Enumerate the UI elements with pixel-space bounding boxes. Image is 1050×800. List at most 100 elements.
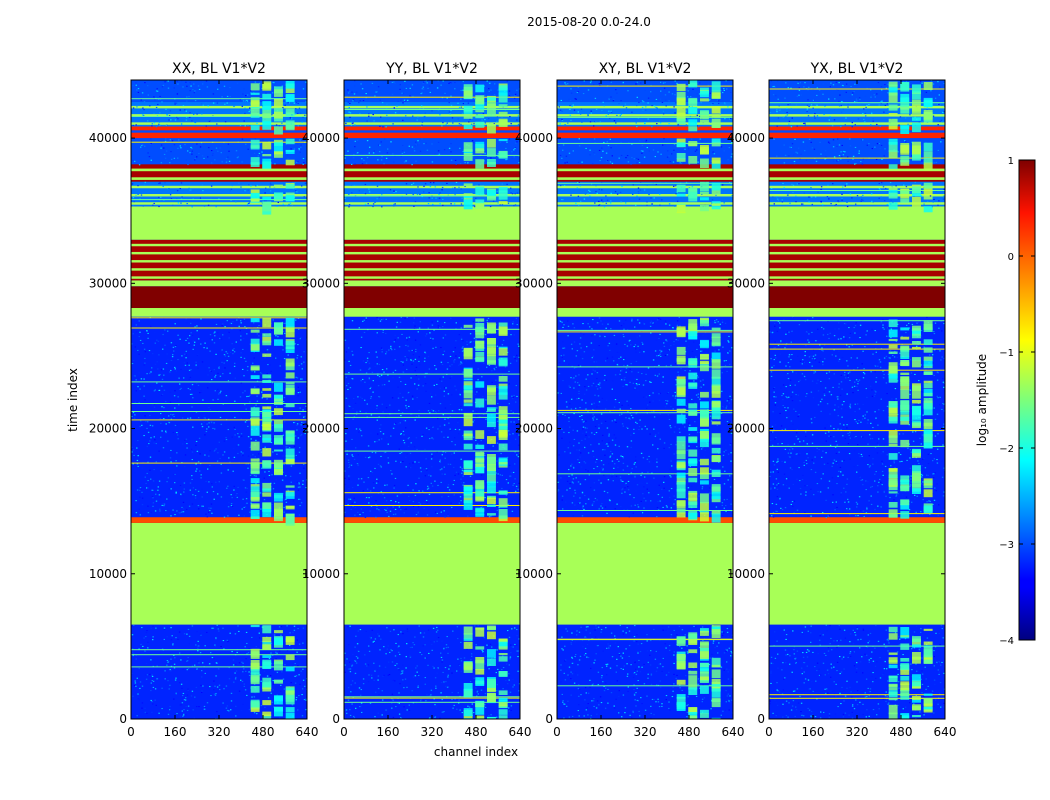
- noise-pixel: [239, 330, 241, 332]
- noise-pixel: [439, 197, 441, 199]
- noise-pixel: [344, 477, 346, 479]
- noise-pixel: [289, 475, 292, 477]
- noise-pixel: [248, 111, 250, 113]
- noise-pixel: [418, 477, 420, 479]
- noise-pixel: [455, 471, 458, 473]
- noise-pixel: [272, 119, 274, 121]
- noise-pixel: [373, 662, 375, 664]
- noise-pixel: [448, 147, 451, 149]
- noise-pixel: [239, 396, 242, 398]
- noise-pixel: [217, 372, 219, 374]
- noise-pixel: [132, 360, 135, 362]
- noise-pixel: [489, 82, 491, 84]
- noise-pixel: [729, 695, 731, 697]
- noise-pixel: [584, 636, 586, 638]
- rfi-line: [131, 654, 307, 656]
- noise-pixel: [161, 648, 164, 650]
- noise-pixel: [246, 369, 249, 371]
- noise-pixel: [351, 460, 353, 462]
- noise-pixel: [347, 466, 350, 468]
- noise-pixel: [414, 383, 416, 385]
- signal-block: [498, 690, 508, 695]
- noise-pixel: [364, 183, 367, 185]
- noise-pixel: [160, 369, 163, 371]
- noise-pixel: [405, 407, 408, 409]
- signal-block: [285, 120, 295, 131]
- noise-pixel: [227, 469, 229, 471]
- signal-block: [463, 666, 473, 671]
- noise-pixel: [295, 189, 297, 191]
- noise-pixel: [440, 656, 443, 658]
- rfi-line: [131, 327, 307, 329]
- noise-pixel: [259, 321, 261, 323]
- noise-pixel: [270, 642, 273, 644]
- signal-block: [463, 399, 473, 403]
- noise-pixel: [514, 204, 517, 206]
- signal-block: [285, 505, 295, 510]
- noise-pixel: [725, 648, 727, 650]
- noise-pixel: [450, 82, 453, 84]
- noise-pixel: [638, 710, 640, 712]
- signal-block: [262, 423, 272, 431]
- noise-pixel: [367, 445, 370, 447]
- noise-pixel: [234, 434, 236, 436]
- noise-pixel: [495, 379, 497, 381]
- noise-pixel: [209, 393, 211, 395]
- noise-pixel: [449, 463, 452, 465]
- noise-pixel: [283, 96, 286, 98]
- noise-pixel: [244, 689, 247, 691]
- noise-pixel: [518, 356, 520, 358]
- panels-group: XX, BL V1*V20 160 320 480 640010000200003000…: [89, 61, 957, 739]
- noise-pixel: [443, 424, 446, 426]
- noise-pixel: [423, 507, 425, 509]
- noise-pixel: [496, 192, 498, 194]
- noise-pixel: [439, 403, 442, 405]
- noise-pixel: [212, 153, 214, 155]
- noise-pixel: [345, 385, 348, 387]
- signal-block: [250, 685, 260, 693]
- noise-pixel: [162, 334, 164, 336]
- noise-pixel: [248, 202, 251, 204]
- noise-pixel: [404, 80, 406, 82]
- noise-pixel: [176, 190, 179, 192]
- noise-pixel: [217, 388, 219, 390]
- noise-pixel: [352, 378, 354, 380]
- band-1: [344, 522, 520, 625]
- noise-pixel: [147, 120, 149, 122]
- rfi-line: [131, 666, 307, 668]
- noise-pixel: [408, 709, 411, 711]
- noise-pixel: [208, 481, 210, 483]
- noise-pixel: [401, 357, 404, 359]
- noise-pixel: [186, 96, 188, 98]
- noise-pixel: [255, 185, 257, 187]
- signal-block: [262, 711, 272, 717]
- noise-pixel: [730, 650, 732, 652]
- noise-pixel: [195, 440, 198, 442]
- signal-block: [487, 685, 496, 692]
- noise-pixel: [721, 635, 724, 637]
- signal-block: [463, 626, 473, 635]
- signal-block: [463, 469, 473, 473]
- noise-pixel: [215, 484, 217, 486]
- signal-block: [262, 665, 272, 669]
- noise-pixel: [207, 204, 210, 206]
- noise-pixel: [354, 673, 356, 675]
- noise-pixel: [447, 674, 449, 676]
- noise-pixel: [412, 152, 415, 154]
- noise-pixel: [159, 124, 161, 126]
- noise-pixel: [393, 487, 395, 489]
- noise-pixel: [562, 649, 564, 651]
- noise-pixel: [385, 332, 387, 334]
- noise-pixel: [376, 198, 378, 200]
- noise-pixel: [662, 657, 664, 659]
- noise-pixel: [455, 181, 458, 183]
- noise-pixel: [469, 333, 472, 335]
- noise-pixel: [256, 184, 258, 186]
- noise-pixel: [241, 508, 243, 510]
- noise-pixel: [390, 204, 392, 206]
- noise-pixel: [437, 320, 439, 322]
- noise-pixel: [138, 336, 140, 338]
- noise-pixel: [164, 678, 166, 680]
- noise-pixel: [186, 85, 188, 87]
- noise-pixel: [716, 645, 718, 647]
